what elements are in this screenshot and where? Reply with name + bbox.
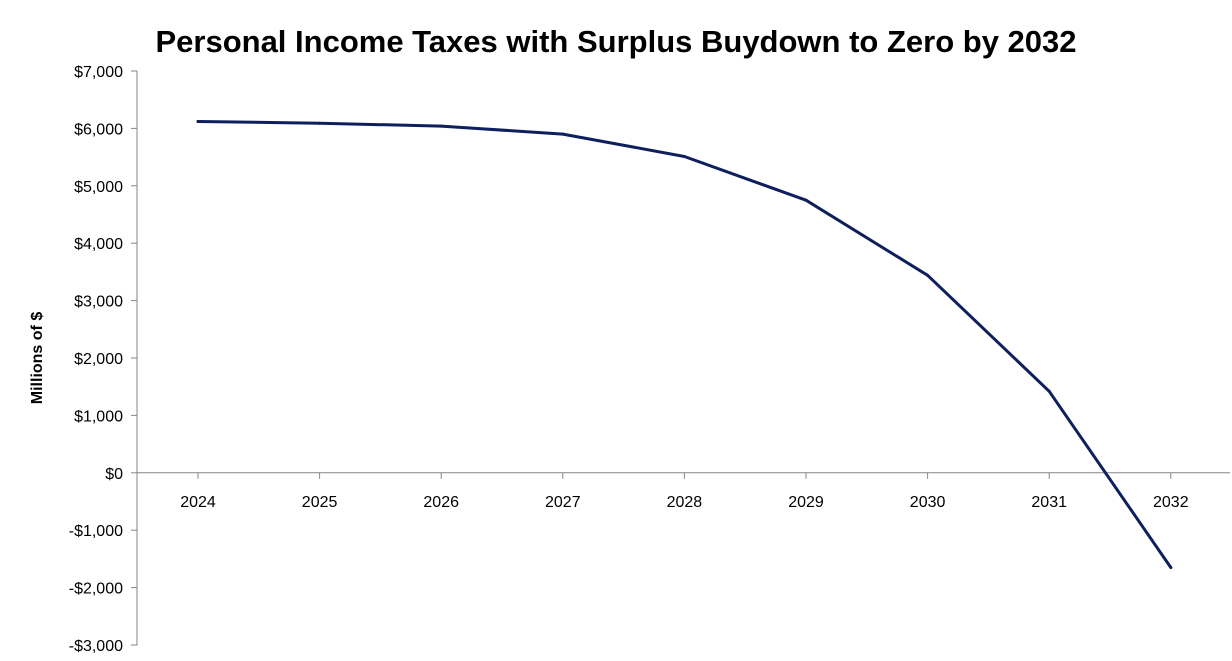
data-point xyxy=(1169,566,1173,570)
x-tick-label: 2026 xyxy=(423,494,459,511)
y-tick-label: $2,000 xyxy=(74,351,123,368)
y-tick-label: $7,000 xyxy=(74,64,123,81)
x-tick-label: 2028 xyxy=(667,494,703,511)
data-point xyxy=(1047,389,1051,393)
series-layer xyxy=(196,120,1173,570)
y-tick-label: -$1,000 xyxy=(69,523,123,540)
y-axis-label: Millions of $ xyxy=(29,312,46,405)
y-tick-label: $3,000 xyxy=(74,294,123,311)
y-tick-label: $6,000 xyxy=(74,121,123,138)
x-tick-label: 2029 xyxy=(788,494,824,511)
x-tick-label: 2024 xyxy=(180,494,216,511)
y-tick-label: $0 xyxy=(105,466,123,483)
y-tick-label: $1,000 xyxy=(74,408,123,425)
data-point xyxy=(561,132,565,136)
y-tick-label: $5,000 xyxy=(74,179,123,196)
x-tick-label: 2031 xyxy=(1031,494,1067,511)
y-tick-label: -$2,000 xyxy=(69,581,123,598)
data-point xyxy=(196,120,200,124)
chart-title: Personal Income Taxes with Surplus Buydo… xyxy=(155,24,1076,59)
y-tick-label: $4,000 xyxy=(74,236,123,253)
x-tick-label: 2032 xyxy=(1153,494,1189,511)
data-point xyxy=(804,198,808,202)
x-tick-label: 2025 xyxy=(302,494,338,511)
data-point xyxy=(439,124,443,128)
y-tick-label: -$3,000 xyxy=(69,638,123,655)
data-point xyxy=(318,121,322,125)
axes: $7,000 $6,000 $5,000 $4,000 $3,000 $2,000 $1,0… xyxy=(69,64,1230,655)
data-point xyxy=(682,155,686,159)
x-tick-label: 2027 xyxy=(545,494,581,511)
x-tick-label: 2030 xyxy=(910,494,946,511)
data-point xyxy=(926,273,930,277)
